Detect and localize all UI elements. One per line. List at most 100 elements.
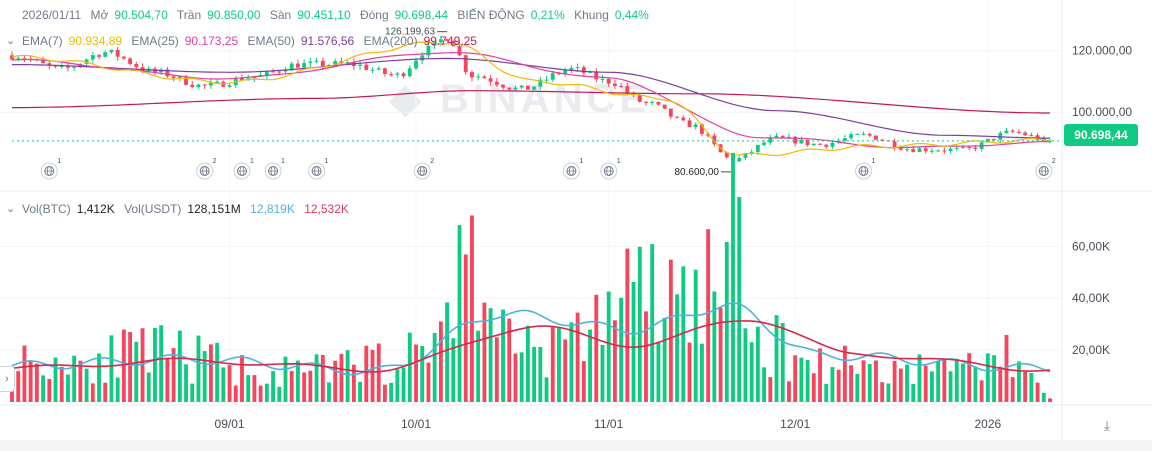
ema50-label[interactable]: EMA(50) (247, 34, 295, 48)
volume-bar (121, 329, 126, 402)
candle-body (644, 101, 648, 103)
event-globe-icon[interactable]: 2 (1035, 158, 1056, 180)
high-label: Trần (176, 8, 202, 22)
candle-body (376, 68, 381, 70)
volume-bar (115, 377, 120, 402)
volume-bar (668, 259, 673, 402)
volume-bar (103, 382, 108, 402)
candle-body (401, 73, 406, 77)
ema7-label[interactable]: EMA(7) (22, 34, 63, 48)
volume-bar (16, 371, 21, 402)
volume-bar (376, 343, 381, 402)
volume-bar (948, 371, 953, 402)
candle-body (861, 133, 866, 135)
candle-body (538, 79, 543, 87)
candle-body (799, 139, 804, 144)
volume-bar (532, 346, 537, 402)
candle-body (302, 63, 307, 68)
candle-body (743, 153, 748, 158)
event-count: 2 (213, 158, 217, 165)
event-globe-icon[interactable]: 1 (562, 158, 583, 180)
candle-body (171, 76, 176, 78)
volume-bar (28, 361, 33, 402)
candle-body (700, 124, 704, 134)
volume-bar (10, 385, 14, 402)
volume-bar (153, 327, 157, 402)
volume-bar (196, 335, 201, 402)
candle-body (501, 84, 505, 88)
open-label: Mở (90, 8, 109, 22)
volume-bar (743, 328, 748, 402)
event-globe-icon[interactable]: 1 (855, 158, 876, 180)
volume-bar (53, 357, 58, 402)
candle-body (283, 70, 288, 72)
ema25-value: 90.173,25 (184, 34, 239, 48)
vol-usdt-label[interactable]: Vol(USDT) (124, 202, 182, 216)
ema200-value: 99.749,25 (423, 34, 477, 48)
event-count: 1 (872, 158, 876, 165)
volume-bar (923, 365, 928, 402)
volume-bar (451, 338, 456, 402)
range-value: 0,44% (614, 8, 649, 22)
candle-body (874, 135, 878, 140)
candle-body (383, 68, 387, 74)
volume-tick-label: 60,00K (1072, 239, 1110, 253)
candle-body (252, 76, 257, 79)
collapse-chevron-icon[interactable]: ⌄ (6, 35, 16, 47)
volume-bar (364, 345, 369, 402)
expand-panel-chevron-icon[interactable]: › (0, 366, 15, 392)
event-count: 1 (617, 158, 621, 165)
candle-body (948, 148, 953, 151)
low-label: Sàn (269, 8, 292, 22)
candle-body (97, 55, 101, 57)
ema7-value: 90.934,89 (68, 34, 123, 48)
vol-btc-label[interactable]: Vol(BTC) (22, 202, 71, 216)
event-globe-icon[interactable]: 2 (413, 158, 434, 180)
volume-bar (59, 366, 64, 402)
axis-scale-icon[interactable]: ⤓ (1104, 418, 1110, 433)
volume-tick-label: 20,00K (1072, 343, 1110, 357)
volume-bar (252, 375, 257, 402)
ema50-line (12, 57, 1050, 139)
candle-body (849, 134, 854, 139)
event-count: 1 (579, 158, 583, 165)
change-label: BIẾN ĐỘNG (457, 8, 525, 22)
candle-body (414, 60, 418, 69)
candle-body (314, 60, 319, 62)
event-globe-icon[interactable]: 1 (264, 158, 285, 180)
event-globe-icon[interactable]: 1 (308, 158, 329, 180)
globe-meridian (270, 166, 276, 176)
candle-body (308, 61, 313, 64)
candle-body (712, 135, 717, 145)
volume-collapse-chevron-icon[interactable]: ⌄ (6, 203, 16, 215)
volume-bar (339, 353, 344, 402)
ema25-line (11, 51, 1051, 149)
range-label: Khung (574, 8, 609, 22)
candle-body (41, 59, 46, 64)
candle-body (581, 67, 586, 73)
volume-bar (240, 355, 244, 402)
volume-bar (302, 372, 307, 402)
ema25-label[interactable]: EMA(25) (131, 34, 179, 48)
event-globe-icon[interactable]: 1 (233, 158, 254, 180)
volume-bar (407, 332, 412, 402)
volume-bar (793, 355, 798, 402)
candle-body (687, 120, 692, 128)
ema200-label[interactable]: EMA(200) (363, 34, 418, 48)
globe-meridian (202, 166, 208, 176)
candle-body (525, 85, 530, 90)
event-globe-icon[interactable]: 1 (40, 158, 61, 180)
event-globe-icon[interactable]: 2 (196, 158, 217, 180)
candle-body (973, 147, 978, 150)
candle-body (134, 63, 139, 68)
candle-body (637, 94, 642, 102)
volume-bar (557, 328, 561, 402)
event-globe-icon[interactable]: 1 (600, 158, 621, 180)
volume-bar (190, 383, 195, 402)
candle-body (289, 63, 294, 71)
volume-bar (700, 343, 704, 402)
volume-bar (874, 360, 878, 402)
volume-bar (836, 369, 841, 402)
